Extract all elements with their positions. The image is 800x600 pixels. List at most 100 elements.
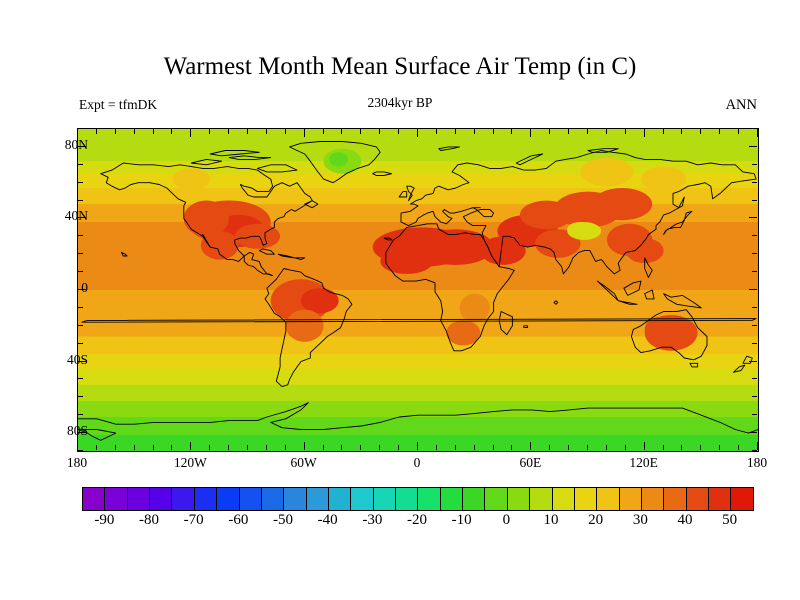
zonal-band [78, 440, 758, 443]
tick-mark [78, 396, 83, 398]
temperature-region [329, 152, 349, 167]
tick-mark [265, 129, 267, 134]
colorbar-cell [150, 488, 173, 510]
colorbar-cell [686, 488, 710, 510]
zonal-band [78, 295, 758, 298]
zonal-band [78, 309, 758, 313]
zonal-band [78, 282, 758, 286]
tick-mark [749, 145, 757, 147]
colorbar-ticklabel: 50 [722, 512, 738, 528]
tick-mark [752, 378, 757, 380]
y-axis-ticklabel: 0 [81, 280, 88, 295]
colorbar-cell [507, 488, 531, 510]
zonal-band [78, 154, 758, 157]
colorbar[interactable] [82, 487, 754, 511]
experiment-label: Expt = tfmDK [79, 97, 158, 112]
tick-mark [95, 445, 97, 450]
tick-mark [341, 445, 343, 450]
tick-mark [78, 271, 83, 273]
tick-mark [738, 129, 740, 134]
temperature-region [567, 222, 594, 237]
tick-mark [752, 235, 757, 237]
zonal-band [78, 273, 758, 277]
zonal-band [78, 338, 758, 341]
tick-mark [549, 445, 551, 450]
tick-mark [757, 129, 758, 137]
coastline [515, 153, 544, 166]
zonal-band [78, 329, 758, 332]
temperature-region [625, 238, 664, 264]
colorbar-cell [194, 488, 218, 510]
zonal-band [78, 157, 758, 161]
zonal-band [78, 391, 758, 395]
tick-mark [114, 445, 116, 450]
colorbar-cell [172, 488, 195, 510]
zonal-band [78, 417, 758, 420]
zonal-band [78, 139, 758, 143]
zonal-band [78, 205, 758, 209]
temperature-region [535, 229, 581, 258]
zonal-band [78, 297, 758, 300]
zonal-band [78, 424, 758, 427]
colorbar-cell [530, 488, 553, 510]
coastline [78, 402, 758, 434]
zonal-band [78, 413, 758, 416]
coastline [120, 251, 128, 257]
zonal-band [78, 357, 758, 361]
zonal-band [78, 356, 758, 359]
coastline [256, 164, 298, 173]
temperature-region [446, 320, 481, 346]
x-axis-ticklabel: 120E [629, 455, 658, 470]
tick-mark [78, 145, 86, 147]
colorbar-cell [328, 488, 352, 510]
tick-mark [322, 445, 324, 450]
coastline [663, 210, 693, 235]
zonal-band [78, 365, 758, 368]
tick-mark [752, 181, 757, 183]
temperature-region [644, 316, 675, 342]
colorbar-cell [239, 488, 262, 510]
tick-mark [752, 271, 757, 273]
zonal-band [78, 434, 758, 438]
zonal-band [78, 370, 758, 373]
tick-mark [379, 445, 381, 450]
zonal-band [78, 325, 758, 329]
map-plot-area [77, 128, 759, 452]
zonal-band [78, 422, 758, 425]
zonal-band [78, 334, 758, 338]
tick-mark [662, 129, 664, 134]
coastline [289, 141, 381, 184]
colorbar-cell [619, 488, 642, 510]
tick-mark [78, 450, 83, 451]
tick-mark [752, 199, 757, 201]
colorbar-cell [552, 488, 575, 510]
tick-mark [78, 414, 83, 416]
zonal-band [78, 425, 758, 429]
tick-mark [752, 128, 757, 129]
x-axis-ticklabel: 60W [290, 455, 317, 470]
zonal-band [78, 202, 758, 205]
tick-mark [624, 129, 626, 134]
colorbar-ticklabel: 40 [677, 512, 693, 528]
zonal-band [78, 372, 758, 375]
zonal-band [78, 130, 758, 134]
coastline [258, 248, 275, 255]
colorbar-cell [351, 488, 374, 510]
tick-mark [749, 360, 757, 362]
coastline [553, 300, 559, 305]
zonal-band [78, 166, 758, 169]
zonal-band [78, 298, 758, 302]
tick-mark [587, 129, 588, 134]
coastline [385, 223, 515, 352]
tick-mark [190, 442, 192, 450]
zonal-band [78, 272, 758, 275]
temperature-region [418, 229, 494, 265]
tick-mark [341, 129, 343, 134]
colorbar-ticklabel: -50 [273, 512, 293, 528]
page-title: Warmest Month Mean Surface Air Temp (in … [163, 53, 637, 80]
coastline [438, 146, 461, 151]
zonal-band [78, 288, 758, 291]
coastline [742, 355, 753, 364]
zonal-band [78, 395, 758, 398]
zonal-band [78, 449, 758, 451]
